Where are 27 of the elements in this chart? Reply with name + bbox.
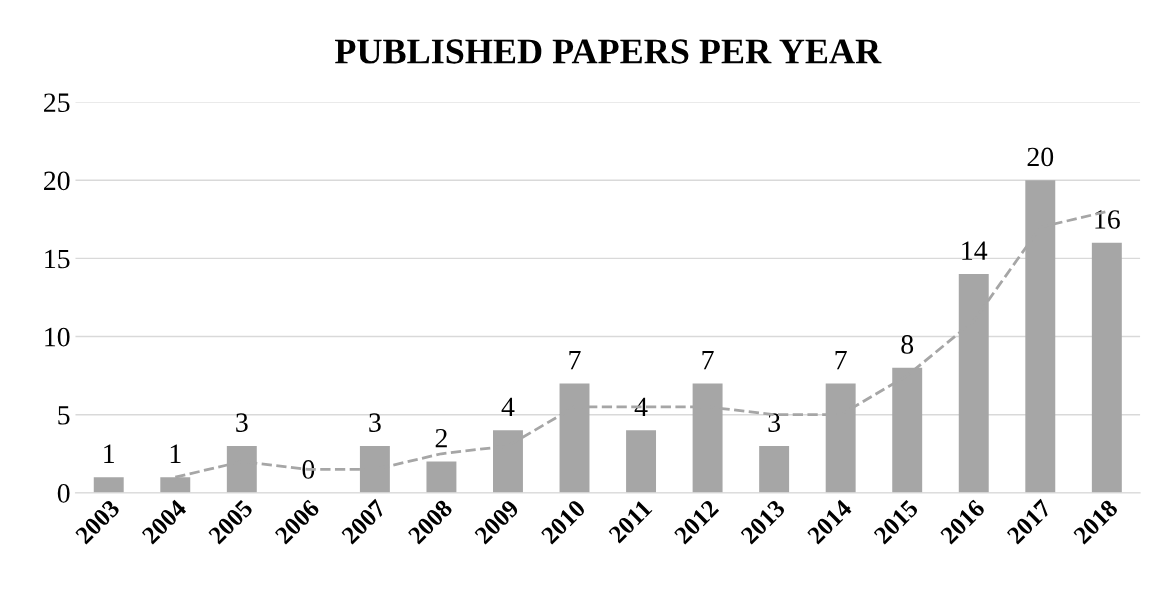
data-label: 2	[435, 428, 447, 448]
bar	[426, 461, 457, 493]
data-label: 16	[1095, 210, 1120, 229]
y-tick-label: 15	[45, 249, 70, 269]
y-tick-label: 5	[58, 406, 70, 425]
data-label: 8	[901, 335, 914, 354]
bar	[1091, 242, 1122, 493]
data-label: 7	[702, 351, 714, 370]
data-label: 20	[1027, 147, 1054, 167]
data-label: 14	[962, 241, 988, 260]
chart-title: PUBLISHED PAPERS PER YEAR	[335, 39, 882, 64]
data-label: 7	[835, 351, 847, 370]
data-label: 1	[170, 444, 181, 463]
bar	[93, 477, 124, 493]
y-tick-label: 25	[44, 93, 70, 113]
data-label: 4	[634, 397, 648, 417]
data-label: 7	[569, 351, 581, 370]
data-label: 3	[369, 413, 381, 432]
y-tick-label: 20	[44, 171, 70, 191]
data-label: 1	[104, 444, 115, 463]
y-tick-label: 10	[45, 327, 70, 347]
bar	[626, 430, 657, 493]
y-tick-label: 0	[57, 483, 70, 503]
data-label: 0	[302, 460, 315, 479]
bar	[759, 445, 790, 493]
data-label: 3	[236, 413, 248, 432]
data-label: 4	[501, 397, 515, 417]
